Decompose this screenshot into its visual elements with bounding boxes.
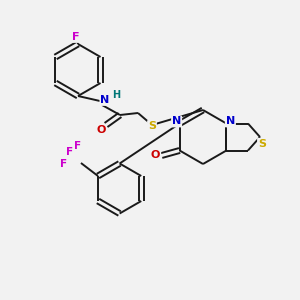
Text: F: F xyxy=(66,147,74,157)
Text: F: F xyxy=(60,159,68,169)
Text: S: S xyxy=(258,139,266,149)
Text: H: H xyxy=(112,90,120,100)
Text: F: F xyxy=(72,32,80,42)
Text: N: N xyxy=(226,116,235,127)
Text: N: N xyxy=(100,95,109,105)
Text: S: S xyxy=(148,121,156,131)
Text: N: N xyxy=(172,116,181,127)
Text: O: O xyxy=(96,125,106,135)
Text: O: O xyxy=(151,151,160,160)
Text: F: F xyxy=(74,141,82,151)
